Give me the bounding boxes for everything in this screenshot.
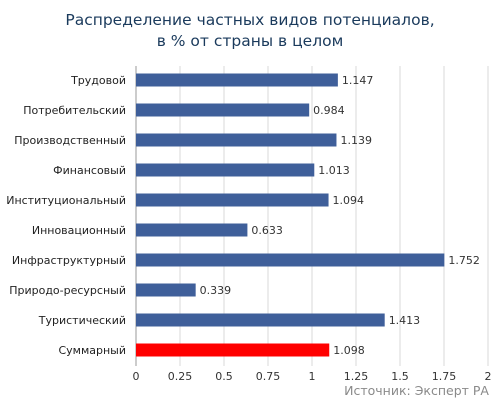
bars xyxy=(136,73,445,357)
value-label: 1.413 xyxy=(389,314,421,327)
category-label: Инновационный xyxy=(32,224,126,237)
category-label: Природо-ресурсный xyxy=(9,284,126,297)
value-label: 1.094 xyxy=(333,194,365,207)
category-label: Суммарный xyxy=(58,344,126,357)
bar xyxy=(136,73,338,87)
category-label: Туристический xyxy=(38,314,126,327)
bar xyxy=(136,313,385,327)
category-label: Производственный xyxy=(14,134,126,147)
category-label: Институциональный xyxy=(6,194,126,207)
category-label: Инфраструктурный xyxy=(12,254,126,267)
bar xyxy=(136,163,315,177)
x-tick-label: 0 xyxy=(133,370,140,383)
x-tick-label: 1.75 xyxy=(432,370,457,383)
labels: Трудовой 1.147 Потребительский 0.984 Произво… xyxy=(6,74,480,357)
value-label: 1.098 xyxy=(333,344,365,357)
category-label: Финансовый xyxy=(53,164,126,177)
value-label: 0.984 xyxy=(313,104,345,117)
bar xyxy=(136,103,310,117)
x-tick-label: 1 xyxy=(309,370,316,383)
x-tick-label: 1.25 xyxy=(344,370,369,383)
bar xyxy=(136,133,337,147)
value-label: 0.339 xyxy=(200,284,232,297)
category-label: Потребительский xyxy=(23,104,126,117)
bar xyxy=(136,253,445,267)
bar xyxy=(136,283,196,297)
value-label: 1.147 xyxy=(342,74,374,87)
bar xyxy=(136,343,330,357)
bar xyxy=(136,223,248,237)
value-label: 1.013 xyxy=(318,164,350,177)
category-label: Трудовой xyxy=(70,74,126,87)
x-tick-label: 0.25 xyxy=(168,370,193,383)
chart-title-line-2: в % от страны в целом xyxy=(157,32,344,50)
x-tick-label: 0.5 xyxy=(215,370,233,383)
source-note: Источник: Эксперт РА xyxy=(344,383,489,398)
x-tick-label: 1.5 xyxy=(391,370,409,383)
x-tick-label: 2 xyxy=(485,370,492,383)
chart-title-line-1: Распределение частных видов потенциалов, xyxy=(65,11,434,29)
x-tick-label: 0.75 xyxy=(256,370,281,383)
x-axis-ticks: 0 0.25 0.5 0.75 1 1.25 1.5 1.75 2 xyxy=(133,370,492,383)
value-label: 0.633 xyxy=(251,224,283,237)
bar xyxy=(136,193,329,207)
value-label: 1.139 xyxy=(340,134,372,147)
value-label: 1.752 xyxy=(448,254,480,267)
